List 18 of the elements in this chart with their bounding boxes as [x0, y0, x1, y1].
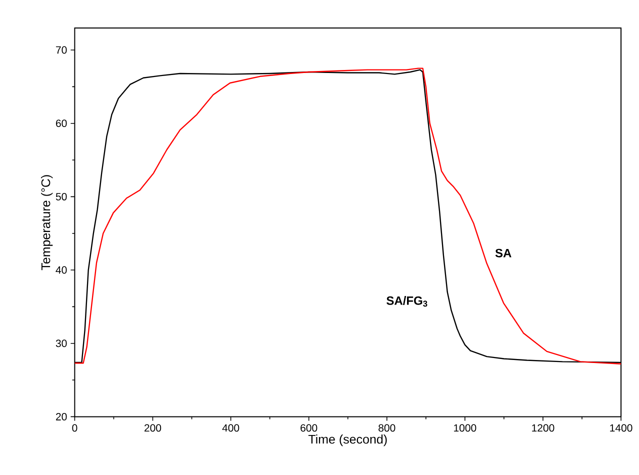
series-label: SA/FG$_{3}$: [386, 296, 428, 307]
x-tick-label: 1200: [532, 424, 554, 432]
y-tick-label: 60: [56, 120, 67, 128]
series-label: SA: [495, 248, 512, 258]
y-tick-label: 50: [56, 192, 67, 200]
x-tick-label: 1400: [610, 424, 632, 432]
x-tick-label: 600: [300, 424, 318, 432]
y-tick-label: 70: [56, 46, 67, 54]
y-tick-label: 20: [56, 412, 67, 420]
x-tick-label: 400: [222, 424, 240, 432]
y-axis-title: Temperature (°C): [41, 175, 53, 270]
x-tick-label: 1000: [454, 424, 476, 432]
x-axis-title: Time (second): [308, 434, 387, 446]
y-tick-label: 30: [56, 340, 67, 348]
x-tick-label: 800: [378, 424, 396, 432]
y-tick-label: 40: [56, 266, 67, 274]
x-tick-label: 0: [72, 424, 78, 432]
x-tick-label: 200: [144, 424, 162, 432]
